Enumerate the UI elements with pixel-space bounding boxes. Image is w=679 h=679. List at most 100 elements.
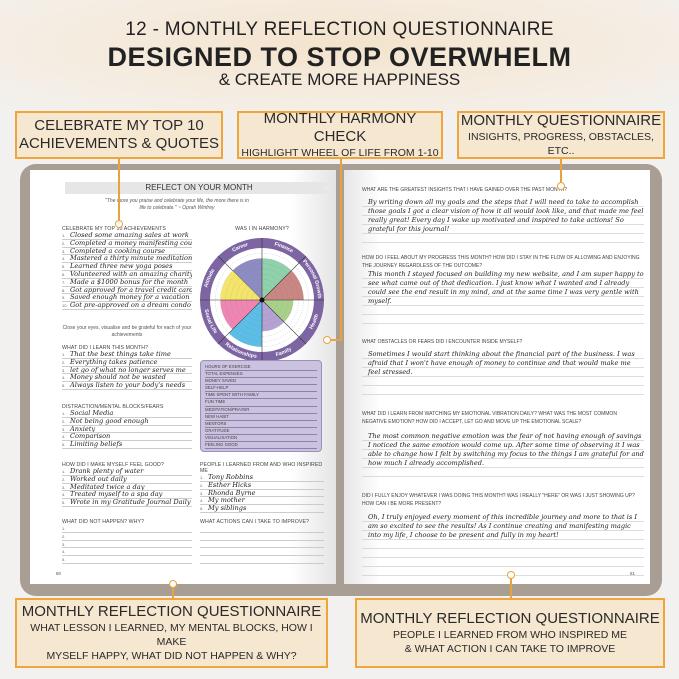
wheel-segment[interactable] [220,300,262,330]
item-text: MEDITATION/PRAYER [205,406,250,412]
achievement-item: 3. Completed a cooking course [62,248,192,256]
callout-title: MONTHLY QUESTIONNAIRE [460,112,662,129]
tracker-row: HOURS OF EXERCISE [205,364,317,372]
item-number: 2. [62,359,66,365]
answer: The most common negative emotion was the… [362,432,644,477]
item-text: Completed a cooking course [70,247,166,255]
block-item: 1. Social Media [62,410,192,418]
feel-good-item: 5. Wrote in my Gratitude Journal Daily [62,499,192,507]
item-text: Made a $1000 bonus for the month [70,278,189,286]
wheel-scale-ring [220,258,304,342]
item-text: NEW HABIT [205,413,229,419]
right-page: WHAT ARE THE GREATEST INSIGHTS THAT I HA… [344,170,650,584]
item-number: 5. [62,383,66,389]
answer: Oh, I truly enjoyed every moment of this… [362,513,644,576]
wheel-segment[interactable] [232,258,262,300]
item-number: 5. [62,500,66,506]
section-heading: DISTRACTION/MENTAL BLOCKS/FEARS [62,404,164,410]
item-text: Mastered a thirty minute meditation [70,255,192,263]
feel-good-item: 4. Treated myself to a spa day [62,491,192,500]
callout-subtitle: PEOPLE I LEARNED FROM WHO INSPIRED ME [393,629,627,641]
item-text: FUN TIME [205,399,226,405]
wheel-segment[interactable] [220,270,262,300]
blocks-section: DISTRACTION/MENTAL BLOCKS/FEARS 1. Social… [62,404,192,449]
page-banner: REFLECT ON YOUR MONTH [65,182,333,194]
item-text: That the best things take time [70,351,171,358]
callout-title: MONTHLY HARMONY CHECK [263,110,417,145]
feel-good-item: 1. Drank plenty of water [62,468,192,476]
item-text: TOTAL EXPENSES [205,371,243,377]
tracker-row: MENTORS [205,421,317,428]
callout-questionnaire: MONTHLY QUESTIONNAIRE INSIGHTS, PROGRESS… [457,111,665,159]
item-text: TIME SPENT WITH FAMILY [205,392,260,398]
feel-good-item: 2. Worked out daily [62,476,192,484]
wheel-center [259,297,265,303]
wheel-label: Family [275,347,293,359]
tracker-row: GRATITUDE [205,428,317,435]
wheel-segment[interactable] [262,258,292,300]
achievements-note: Close your eyes, visualise and be gratef… [62,325,192,338]
callout-subtitle: HIGHLIGHT WHEEL OF LIFE FROM 1-10 [241,147,439,159]
item-text: SELF-HELP [205,385,229,391]
question: HOW DO I FEEL ABOUT MY PROGRESS THIS MON… [362,255,640,269]
item-number: 4. [62,256,66,262]
callout-subtitle: ACHIEVEMENTS & QUOTES [18,135,220,152]
connector-line [330,339,342,341]
item-number: 10. [62,303,68,309]
connector-dot [557,182,565,190]
item-text: Completed a money manifesting course [70,239,192,247]
connector-dot [323,336,331,344]
item-number: 3. [200,490,204,496]
item-number: 1. [62,411,66,416]
action-line [200,525,324,533]
wheel-segment[interactable] [262,270,304,300]
item-number: 2. [200,482,204,488]
item-text: Wrote in my Gratitude Journal Daily [70,499,191,507]
item-text: FEELING GOOD [205,442,238,448]
section-heading: WHAT ACTIONS CAN I TAKE TO IMPROVE? [200,519,309,525]
wheel-scale-ring [215,253,309,347]
item-number: 3. [62,367,66,373]
item-number: 4. [62,492,66,498]
wheel-segment[interactable] [262,300,285,332]
item-text: Learned three new yoga poses [70,263,173,271]
item-text: MONEY SAVED [205,378,237,384]
section-heading: CELEBRATE MY TOP 10 ACHIEVEMENTS [62,226,166,232]
item-number: 5. [62,557,66,563]
block-item: 4. Comparison [62,433,192,442]
page-number: 80 [56,571,62,576]
action-line [200,548,324,557]
inspired-section: PEOPLE I LEARNED FROM AND WHO INSPIRED M… [200,462,324,513]
tracker-row: FEELING GOOD [205,442,317,450]
item-number: 2. [62,240,66,246]
answer: By writing down all my goals and the ste… [362,198,644,243]
item-number: 4. [62,434,66,440]
item-text: Everything takes patience [70,358,158,366]
item-number: 2. [62,418,66,424]
achievement-item: 10. Got pre-approved on a dream condo [62,302,192,310]
not-happen-line: 4. [62,548,192,557]
callout-subtitle: WHAT LESSON I LEARNED, MY MENTAL BLOCKS,… [30,622,313,648]
connector-line [340,159,342,340]
connector-dot [115,220,123,228]
tracker-row: MONEY SAVED [205,378,317,386]
item-text: My siblings [208,505,247,513]
wheel-segment[interactable] [262,300,294,323]
not-happen-line: 2. [62,533,192,541]
wheel-segment[interactable] [228,300,262,347]
item-text: let go of what no longer serves me [70,366,186,374]
item-text: Money should not be wasted [70,374,166,382]
tracker-row: TIME SPENT WITH FAMILY [205,392,317,400]
inspired-item: 2. Esther Hicks [200,482,324,490]
feel-good-item: 3. Meditated twice a day [62,484,192,492]
harmony-heading: WAS I IN HARMONY? [235,226,289,232]
wheel-scale-ring [235,273,289,327]
wheel-scale-ring [256,294,268,306]
left-page: REFLECT ON YOUR MONTH "The more you prai… [30,170,336,584]
callout-title: MONTHLY REFLECTION QUESTIONNAIRE [21,603,322,620]
wheel-scale-ring [230,268,294,332]
item-number: 3. [62,426,66,432]
tracker-row: NEW HABIT [205,414,317,421]
connector-line [510,578,512,599]
item-number: 9. [62,295,66,301]
